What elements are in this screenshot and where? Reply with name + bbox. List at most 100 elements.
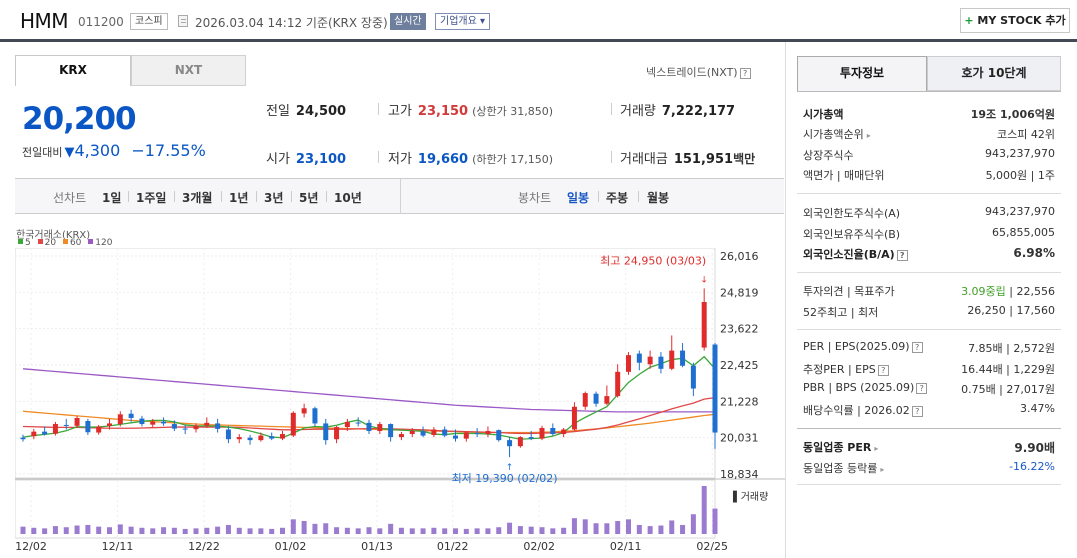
- change-label: 전일대비: [22, 146, 63, 159]
- x-tick-label: 01/02: [275, 540, 307, 553]
- add-my-stock-button[interactable]: + MY STOCK 추가: [960, 8, 1070, 33]
- volume-bar: [182, 528, 188, 534]
- candle-body: [312, 408, 318, 424]
- period-3y[interactable]: 3년: [264, 191, 284, 205]
- row-industry-per[interactable]: 동일업종 PER ▸ 9.90배: [803, 439, 1055, 457]
- y-tick-label: 21,228: [720, 395, 759, 408]
- help-icon[interactable]: ?: [896, 249, 908, 261]
- volume-bar: [290, 519, 296, 534]
- candle-body: [96, 426, 102, 433]
- candle-body: [258, 435, 264, 441]
- divider: [598, 191, 599, 202]
- target-price: | 22,556: [1009, 285, 1055, 298]
- candlestick-chart[interactable]: 26,016 24,819 23,622 22,425 21,228 20,031 18,8…: [15, 248, 785, 558]
- divider: [128, 191, 129, 202]
- row-value: 3.47%: [1020, 402, 1055, 415]
- candle-body: [442, 429, 448, 436]
- candle-chart-label[interactable]: 봉차트: [518, 191, 552, 205]
- divider: [326, 191, 327, 202]
- row-value: 6.98%: [1013, 246, 1055, 260]
- price-plot-frame: [15, 248, 716, 479]
- stat-value: 19,660: [417, 152, 469, 167]
- divider: [291, 191, 292, 202]
- nextrade-link[interactable]: 넥스트레이드(NXT)?: [646, 64, 751, 80]
- tab-investment-info[interactable]: 투자정보: [797, 56, 927, 91]
- volume-bar: [636, 524, 642, 534]
- help-icon[interactable]: ?: [739, 67, 751, 79]
- candle-monthly[interactable]: 월봉: [647, 191, 670, 205]
- ma-legend: 5 20 60 120: [16, 238, 112, 248]
- volume-bar: [128, 526, 134, 534]
- y-tick-label: 18,834: [720, 468, 759, 481]
- row-market-cap-rank[interactable]: 시가총액순위 ▸ 코스피 42위: [803, 126, 1055, 144]
- realtime-badge[interactable]: 실시간: [390, 13, 426, 30]
- period-5y[interactable]: 5년: [299, 191, 319, 205]
- tab-krx[interactable]: KRX: [15, 55, 131, 86]
- row-value: 943,237,970: [985, 147, 1055, 160]
- down-arrow-icon: ▼: [64, 145, 75, 160]
- help-icon[interactable]: ?: [916, 382, 928, 394]
- candle-body: [669, 350, 675, 369]
- row-label: 상장주식수: [803, 149, 854, 162]
- candle-daily[interactable]: 일봉: [567, 191, 590, 205]
- row-label-text: 외국인소진율(B/A): [803, 248, 895, 261]
- period-1w[interactable]: 1주일: [136, 191, 167, 205]
- candle-body: [161, 421, 167, 424]
- period-3m[interactable]: 3개월: [182, 191, 213, 205]
- legend-label: 120: [95, 238, 113, 248]
- period-10y[interactable]: 10년: [334, 191, 362, 205]
- help-icon[interactable]: ?: [877, 364, 889, 376]
- change-value: 4,300: [74, 141, 121, 160]
- candle-body: [453, 435, 458, 439]
- volume-bar: [463, 528, 469, 534]
- candle-body: [355, 422, 361, 424]
- row-value: 26,250 | 17,560: [967, 304, 1055, 317]
- volume-bar: [550, 528, 556, 534]
- candle-body: [550, 427, 556, 435]
- legend-label: 5: [25, 238, 31, 248]
- divider: [797, 272, 1061, 273]
- stat-label: 시가: [266, 152, 290, 167]
- volume-bar: [690, 514, 696, 534]
- company-overview-dropdown[interactable]: 기업개요 ▾: [435, 13, 490, 30]
- volume-bar: [334, 527, 340, 534]
- volume-bar: [344, 527, 350, 534]
- divider: [797, 91, 1061, 92]
- line-chart-label[interactable]: 선차트: [53, 191, 87, 205]
- candle-body: [658, 356, 664, 369]
- period-1y[interactable]: 1년: [229, 191, 249, 205]
- candle-body: [215, 423, 221, 429]
- candle-body: [539, 427, 545, 439]
- candle-body: [182, 428, 188, 430]
- row-foreign-limit: 외국인한도주식수(A) 943,237,970: [803, 205, 1055, 223]
- candle-weekly[interactable]: 주봉: [606, 191, 629, 205]
- panel-divider: [785, 42, 786, 558]
- volume-bar: [604, 523, 610, 534]
- row-label-text: 추정PER | EPS: [803, 363, 876, 376]
- volume-bar: [561, 527, 567, 534]
- candle-body: [626, 355, 631, 372]
- legend-label: 60: [69, 238, 82, 248]
- volume-bar: [31, 527, 37, 534]
- row-opinion: 투자의견 | 목표주가 3.09중립 | 22,556: [803, 283, 1055, 301]
- help-icon[interactable]: ?: [911, 341, 923, 353]
- volume-bar: [507, 522, 513, 534]
- exchange-label: 한국거래소(KRX): [16, 230, 91, 241]
- divider: [797, 428, 1061, 429]
- upper-limit: (상한가 31,850): [472, 105, 554, 118]
- tab-order-book[interactable]: 호가 10단계: [927, 56, 1061, 91]
- period-1d[interactable]: 1일: [102, 191, 122, 205]
- row-label: 배당수익률 | 2026.02?: [803, 402, 923, 418]
- stock-code: 011200: [78, 15, 124, 29]
- row-per: PER | EPS(2025.09)? 7.85배 | 2,572원: [803, 340, 1055, 358]
- volume-bar: [539, 527, 545, 534]
- row-foreign-hold: 외국인보유주식수(B) 65,855,005: [803, 226, 1055, 244]
- help-icon[interactable]: ?: [911, 405, 923, 417]
- row-industry-change[interactable]: 동일업종 등락률 ▸ -16.22%: [803, 460, 1055, 478]
- candle-body: [377, 424, 383, 432]
- candle-body: [280, 434, 285, 439]
- candle-body: [247, 437, 253, 441]
- tab-nxt[interactable]: NXT: [131, 55, 246, 86]
- row-market-cap: 시가총액 19조 1,006억원: [803, 106, 1055, 124]
- candle-body: [31, 431, 37, 437]
